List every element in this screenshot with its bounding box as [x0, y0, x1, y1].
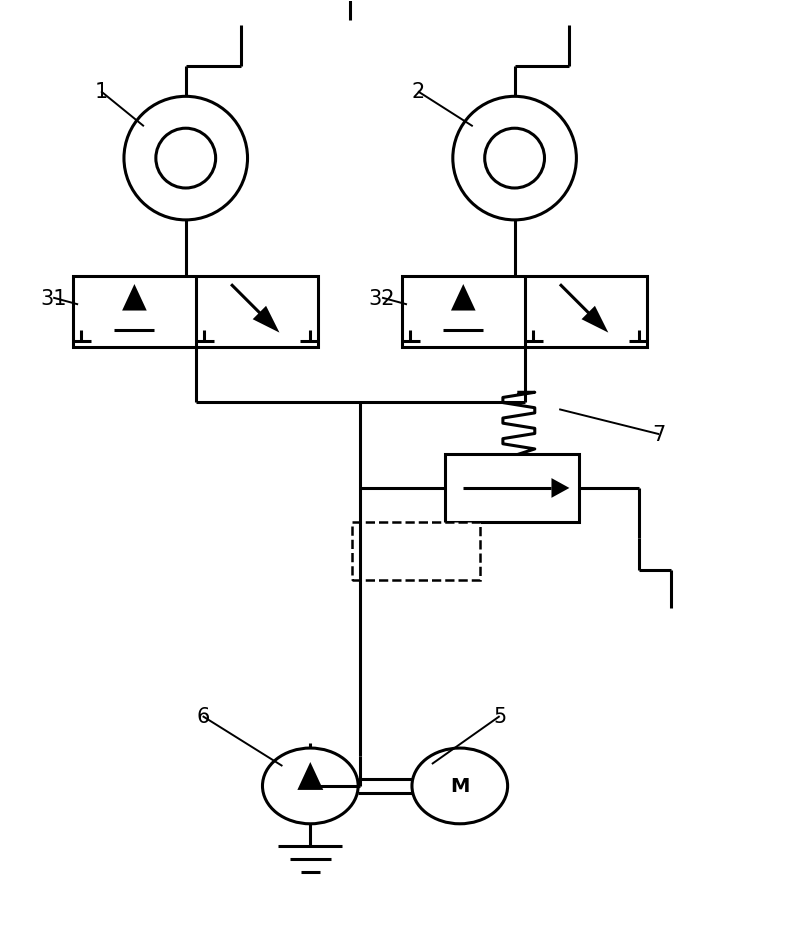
Text: 5: 5	[493, 706, 506, 726]
Bar	[445, 455, 579, 523]
Polygon shape	[582, 307, 608, 333]
Text: 6: 6	[196, 706, 210, 726]
Polygon shape	[298, 763, 323, 790]
Polygon shape	[551, 479, 570, 498]
Text: M: M	[450, 777, 470, 796]
Bar	[73, 276, 318, 348]
Text: 2: 2	[411, 82, 425, 102]
Bar	[402, 276, 647, 348]
Text: 1: 1	[94, 82, 108, 102]
Polygon shape	[253, 307, 279, 333]
Text: 7: 7	[653, 425, 666, 445]
Text: 31: 31	[40, 288, 66, 308]
Polygon shape	[451, 285, 475, 311]
Polygon shape	[122, 285, 146, 311]
Bar	[352, 523, 480, 580]
Text: 32: 32	[369, 288, 395, 308]
